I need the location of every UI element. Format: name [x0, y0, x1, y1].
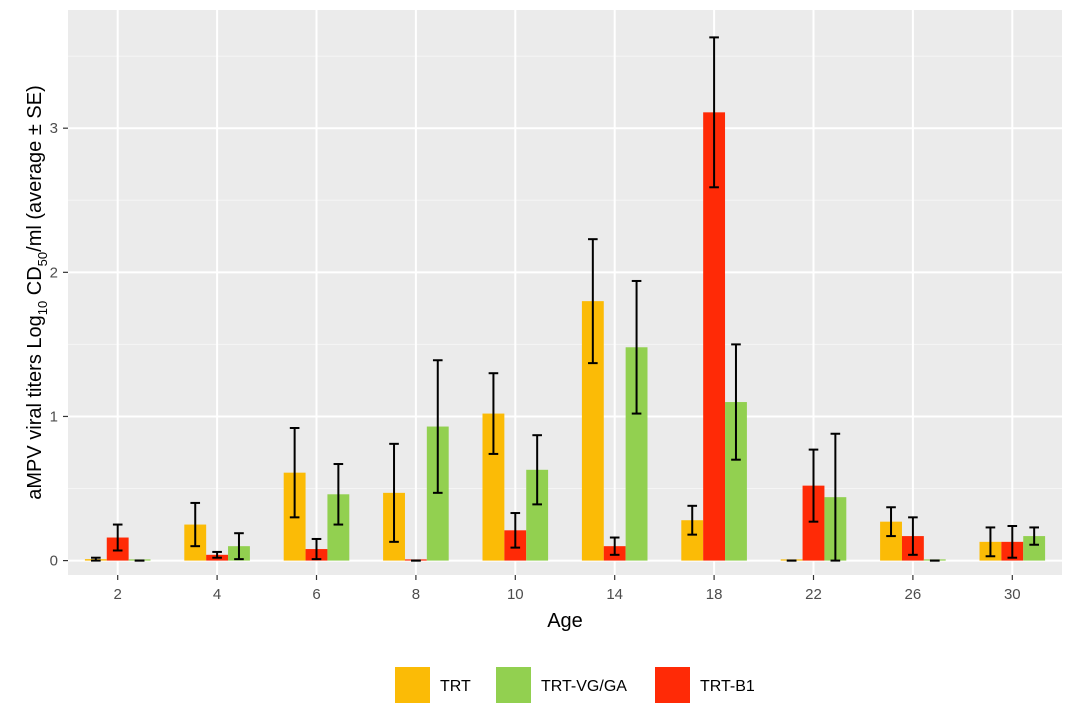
legend-item: TRT-VG/GA	[496, 667, 627, 703]
x-tick-label: 30	[1004, 586, 1021, 603]
bar	[725, 402, 747, 561]
x-axis-title: Age	[547, 610, 583, 632]
y-tick-label: 0	[50, 553, 58, 570]
y-tick-label: 3	[50, 120, 58, 137]
legend-swatch	[496, 667, 531, 703]
y-axis-ticks: 0 1 2 3	[50, 120, 68, 570]
y-axis-title-part: /ml (average ± SE)	[24, 85, 46, 252]
bar	[1023, 536, 1046, 561]
bar	[327, 494, 350, 561]
bar	[482, 413, 505, 561]
bar	[581, 301, 604, 561]
bar	[802, 485, 825, 561]
legend: TRT TRT-VG/GA TRT-B1	[395, 667, 755, 703]
bar	[526, 469, 549, 561]
x-tick-label: 10	[507, 586, 524, 603]
x-tick-label: 4	[213, 586, 221, 603]
x-tick-label: 26	[905, 586, 922, 603]
legend-item: TRT	[395, 667, 471, 703]
x-tick-label: 8	[412, 586, 420, 603]
legend-label: TRT-VG/GA	[541, 678, 627, 695]
y-axis-title-part: aMPV viral titers Log	[24, 315, 46, 500]
bar	[880, 521, 902, 561]
legend-swatch	[655, 667, 690, 703]
x-tick-label: 2	[114, 586, 122, 603]
legend-swatch	[395, 667, 430, 703]
x-tick-label: 18	[706, 586, 723, 603]
error-bars	[91, 36, 1039, 562]
legend-item: TRT-B1	[655, 667, 755, 703]
y-axis-title-subscript: 10	[35, 301, 50, 315]
bar	[625, 347, 648, 561]
y-axis-title: aMPV viral titers Log10 CD50/ml (average…	[24, 85, 50, 500]
bar	[681, 520, 704, 561]
legend-label: TRT	[440, 678, 471, 695]
x-tick-label: 22	[805, 586, 822, 603]
plot-panel	[68, 10, 1062, 575]
y-axis-title-part: CD	[24, 266, 46, 300]
x-tick-label: 14	[606, 586, 623, 603]
legend-label: TRT-B1	[700, 678, 755, 695]
x-axis-ticks: 2 4 6 8 10 14 18 22 26 30	[114, 575, 1021, 603]
y-tick-label: 2	[50, 264, 58, 281]
x-tick-label: 6	[312, 586, 320, 603]
y-axis-title-subscript: 50	[35, 252, 50, 266]
bar	[703, 112, 726, 561]
y-tick-label: 1	[50, 408, 58, 425]
